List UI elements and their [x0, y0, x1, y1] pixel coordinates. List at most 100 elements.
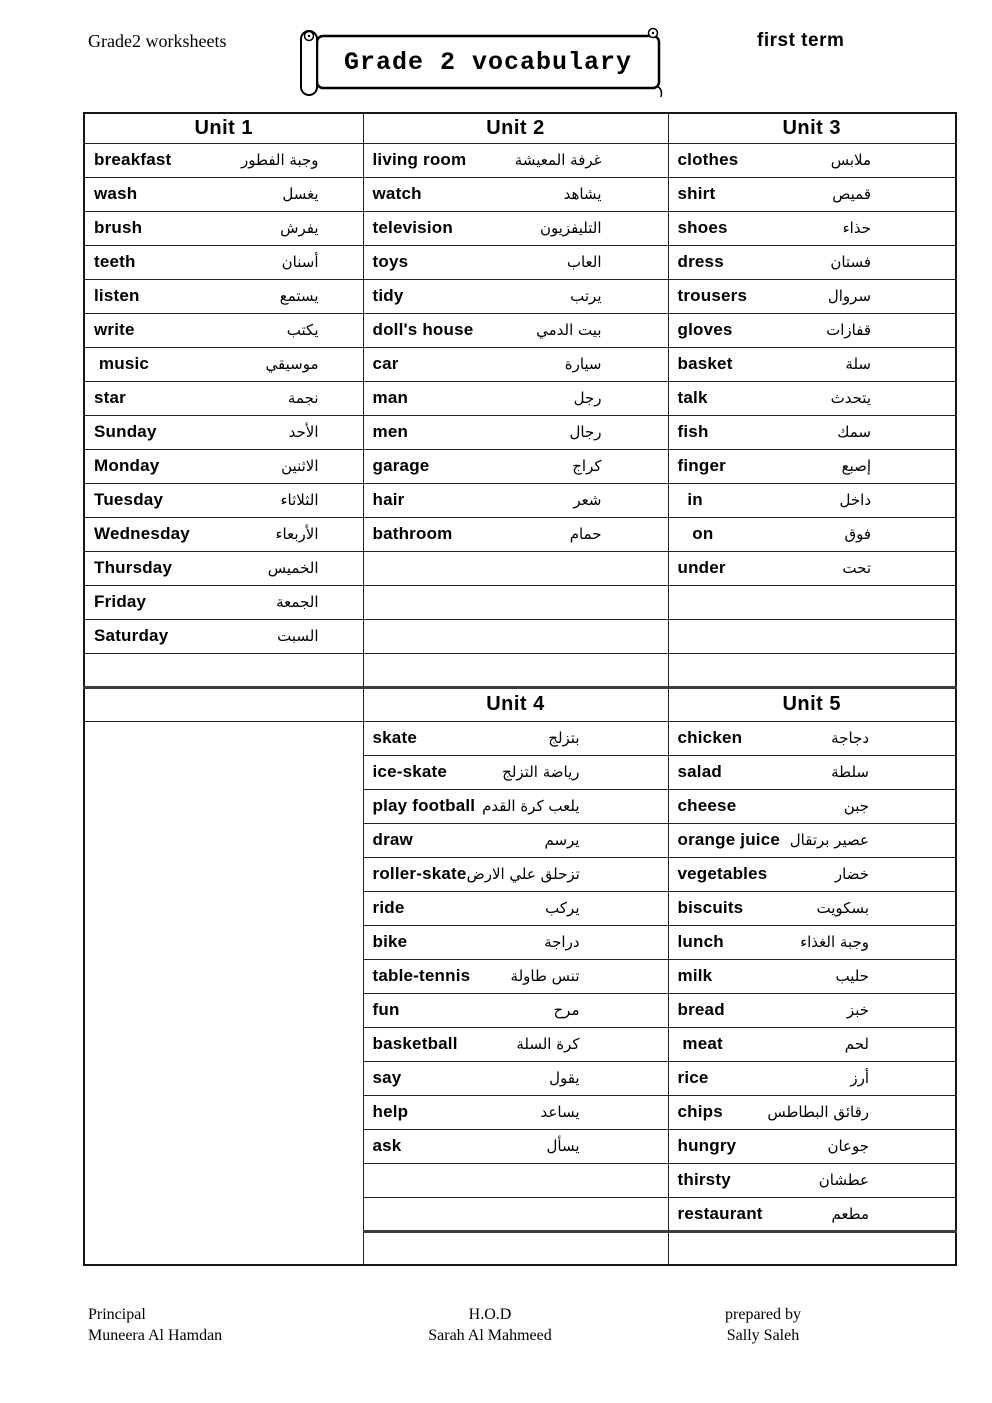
- arabic-word: قميص: [832, 185, 871, 203]
- english-word: in: [677, 490, 703, 509]
- arabic-word: بسكويت: [816, 899, 870, 917]
- vocab-cell-content: vegetables خضار: [669, 859, 955, 890]
- arabic-word: تنس طاولة: [510, 967, 580, 985]
- arabic-word: رجال: [569, 423, 602, 441]
- vocab-cell-content: roller-skate تزحلق علي الارض: [364, 859, 667, 890]
- vocab-row: play football يلعب كرة القدم cheese جبن: [84, 788, 957, 824]
- vocab-cell-content: play football يلعب كرة القدم: [364, 791, 667, 822]
- vocab-cell-content: man رجل: [364, 383, 667, 414]
- vocab-row: Monday الاثنين garage كراج finger إصبع: [83, 448, 957, 484]
- english-word: shoes: [677, 218, 728, 237]
- english-word: men: [372, 422, 409, 441]
- arabic-word: بتزلج: [548, 729, 580, 747]
- footer-prepared-name: Sally Saleh: [726, 1327, 800, 1344]
- vocab-cell: orange juice عصير برتقال: [667, 822, 957, 858]
- vocab-cell: men رجال: [362, 414, 669, 450]
- vocab-cell: ride يركب: [362, 890, 669, 926]
- vocab-cell-content: Sunday الأحد: [85, 417, 362, 448]
- english-word: breakfast: [94, 150, 172, 169]
- vocab-row: breakfast وجبة الفطور living room غرفة المع…: [83, 142, 957, 178]
- vocab-row: music موسيقي car سيارة basket سلة: [83, 346, 957, 382]
- vocab-cell: [362, 1229, 669, 1266]
- english-word: tidy: [372, 286, 404, 305]
- vocab-cell: hair شعر: [362, 482, 669, 518]
- vocab-cell-content: in داخل: [669, 485, 955, 516]
- english-word: toys: [372, 252, 409, 271]
- vocab-cell-content: Thursday الخميس: [85, 553, 362, 584]
- vocab-cell-content: [669, 587, 955, 618]
- vocab-row: Tuesday الثلاثاء hair شعر in داخل: [83, 482, 957, 518]
- english-word: trousers: [677, 286, 748, 305]
- vocab-cell: music موسيقي: [83, 346, 364, 382]
- vocab-cell: Saturday السبت: [83, 618, 364, 654]
- vocab-cell-content: Saturday السبت: [85, 621, 362, 652]
- vocab-cell: talk يتحدث: [667, 380, 957, 416]
- vocab-cell: finger إصبع: [667, 448, 957, 484]
- vocab-cell: milk حليب: [667, 958, 957, 994]
- arabic-word: حليب: [835, 967, 870, 985]
- english-word: living room: [372, 150, 467, 169]
- arabic-word: يستمع: [279, 287, 319, 305]
- vocab-cell: bathroom حمام: [362, 516, 669, 552]
- document-title-left: Grade2 worksheets: [88, 31, 227, 51]
- vocab-cell-content: Tuesday الثلاثاء: [85, 485, 362, 516]
- arabic-word: يرتب: [570, 287, 602, 305]
- arabic-word: الأربعاء: [275, 525, 319, 543]
- vocab-cell-content: men رجال: [364, 417, 667, 448]
- vocab-cell: basket سلة: [667, 346, 957, 382]
- vocab-cell: star نجمة: [83, 380, 364, 416]
- arabic-word: رياضة التزلج: [502, 763, 580, 781]
- vocab-cell-content: [364, 1165, 667, 1196]
- page-title: Grade 2 vocabulary: [343, 48, 633, 77]
- english-word: ice-skate: [372, 762, 448, 781]
- vocab-cell-content: breakfast وجبة الفطور: [85, 145, 362, 176]
- vocab-cell-content: [364, 1198, 667, 1229]
- vocab-cell: [83, 652, 364, 688]
- vocab-cell: bike دراجة: [362, 924, 669, 960]
- english-word: listen: [94, 286, 140, 305]
- arabic-word: سمك: [837, 423, 871, 441]
- arabic-word: عصير برتقال: [789, 831, 869, 849]
- vocab-cell-content: meat لحم: [669, 1029, 955, 1060]
- vocab-row: bike دراجة lunch وجبة الغذاء: [84, 924, 957, 960]
- vocab-cell: [362, 550, 669, 586]
- vocab-cell: listen يستمع: [83, 278, 364, 314]
- vocab-cell: Wednesday الأربعاء: [83, 516, 364, 552]
- vocab-cell-content: ice-skate رياضة التزلج: [364, 757, 667, 788]
- english-word: wash: [94, 184, 138, 203]
- vocab-cell: living room غرفة المعيشة: [362, 142, 669, 178]
- vocab-table: Unit 1 Unit 2 Unit 3 breakfast وجبة الفطور li…: [83, 112, 957, 1266]
- english-word: milk: [677, 966, 713, 985]
- vocab-row: star نجمة man رجل talk يتحدث: [83, 380, 957, 416]
- english-word: Tuesday: [94, 490, 164, 509]
- unit-header-unit-2: Unit 2: [362, 112, 669, 144]
- vocab-cell-content: finger إصبع: [669, 451, 955, 482]
- vocab-cell: [667, 1229, 957, 1266]
- vocab-row: Thursday الخميس under تحت: [83, 550, 957, 586]
- scroll-banner-icon: [300, 27, 663, 98]
- vocab-cell-content: on فوق: [669, 519, 955, 550]
- vocab-cell: thirsty عطشان: [667, 1162, 957, 1198]
- vocab-cell-content: bread خبز: [669, 995, 955, 1026]
- arabic-word: يكتب: [286, 321, 319, 339]
- vocab-cell-content: skate بتزلج: [364, 723, 667, 754]
- vocab-cell: skate بتزلج: [362, 720, 669, 756]
- vocab-cell-content: dress فستان: [669, 247, 955, 278]
- arabic-word: يتحدث: [830, 389, 871, 407]
- arabic-word: جوعان: [827, 1137, 869, 1155]
- title-banner: Grade 2 vocabulary: [296, 22, 668, 104]
- arabic-word: حذاء: [842, 219, 871, 237]
- arabic-word: الخميس: [267, 559, 319, 577]
- vocab-cell-content: listen يستمع: [85, 281, 362, 312]
- vocab-cell: clothes ملابس: [667, 142, 957, 178]
- vocab-cell: Friday الجمعة: [83, 584, 364, 620]
- vocab-cell: bread خبز: [667, 992, 957, 1028]
- vocab-row: basketball كرة السلة meat لحم: [84, 1026, 957, 1062]
- footer-principal: Principal Muneera Al Hamdan: [88, 1304, 222, 1346]
- vocab-cell-content: bathroom حمام: [364, 519, 667, 550]
- vocab-cell-content: star نجمة: [85, 383, 362, 414]
- arabic-word: السبت: [277, 627, 319, 645]
- vocab-cell-content: orange juice عصير برتقال: [669, 825, 955, 856]
- vocab-row: Sunday الأحد men رجال fish سمك: [83, 414, 957, 450]
- vocab-cell-content: shoes حذاء: [669, 213, 955, 244]
